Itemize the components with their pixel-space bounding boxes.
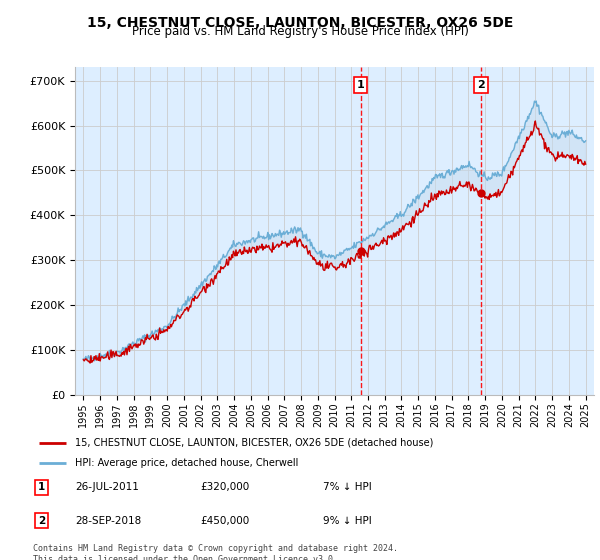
Text: 7% ↓ HPI: 7% ↓ HPI: [323, 482, 372, 492]
Text: 15, CHESTNUT CLOSE, LAUNTON, BICESTER, OX26 5DE: 15, CHESTNUT CLOSE, LAUNTON, BICESTER, O…: [87, 16, 513, 30]
Text: 9% ↓ HPI: 9% ↓ HPI: [323, 516, 372, 526]
Text: 2: 2: [477, 80, 485, 90]
Text: Price paid vs. HM Land Registry's House Price Index (HPI): Price paid vs. HM Land Registry's House …: [131, 25, 469, 38]
Text: 2: 2: [38, 516, 45, 526]
Text: Contains HM Land Registry data © Crown copyright and database right 2024.
This d: Contains HM Land Registry data © Crown c…: [33, 544, 398, 560]
Text: £320,000: £320,000: [200, 482, 250, 492]
Text: 26-JUL-2011: 26-JUL-2011: [75, 482, 139, 492]
Text: 15, CHESTNUT CLOSE, LAUNTON, BICESTER, OX26 5DE (detached house): 15, CHESTNUT CLOSE, LAUNTON, BICESTER, O…: [75, 438, 433, 448]
Text: HPI: Average price, detached house, Cherwell: HPI: Average price, detached house, Cher…: [75, 458, 298, 468]
Text: 1: 1: [357, 80, 365, 90]
Text: 1: 1: [38, 482, 45, 492]
Text: 28-SEP-2018: 28-SEP-2018: [75, 516, 141, 526]
Text: £450,000: £450,000: [200, 516, 250, 526]
